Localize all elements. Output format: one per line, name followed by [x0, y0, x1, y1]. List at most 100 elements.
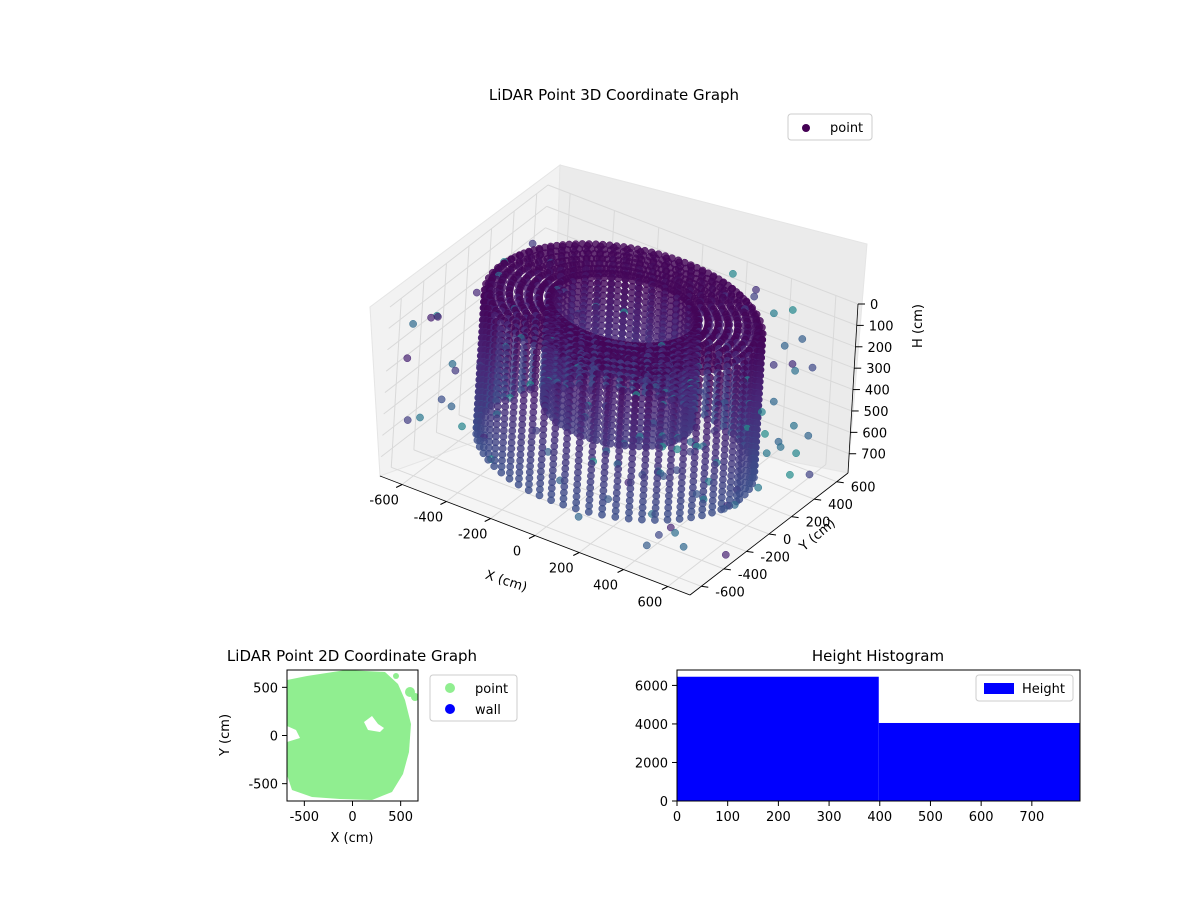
plot-3d: LiDAR Point 3D Coordinate Graph -600 -400…: [369, 86, 926, 611]
point-3d: [505, 474, 514, 483]
grid-line-y: [391, 466, 702, 587]
point-3d: [409, 320, 417, 328]
tick-label-x-3d: -200: [458, 528, 488, 543]
point-3d: [671, 528, 679, 537]
tick-label-y-2d: -500: [248, 778, 278, 793]
tick-label-x-hist: 600: [969, 810, 994, 825]
point-3d: [675, 515, 684, 523]
point-3d: [769, 361, 778, 369]
legend-marker-point-2d: [445, 683, 455, 693]
tick-label-y-hist: 6000: [635, 679, 668, 694]
point-3d: [673, 445, 682, 454]
scatter-2d-area: [287, 670, 418, 801]
point-3d: [524, 486, 533, 495]
tick-label-z-3d: 0: [870, 298, 878, 313]
point-3d: [745, 485, 753, 494]
title-2d: LiDAR Point 2D Coordinate Graph: [227, 647, 477, 665]
tick-label-y-3d: 200: [806, 516, 831, 531]
legend-3d: point: [787, 113, 873, 141]
title-3d: LiDAR Point 3D Coordinate Graph: [489, 86, 739, 104]
grid-line-z: [387, 227, 546, 351]
grid-line-y-wall: [435, 263, 447, 433]
point-2d-outlier: [393, 673, 399, 679]
point-3d: [758, 408, 766, 416]
tick-label-y-hist: 4000: [635, 718, 668, 733]
point-3d: [434, 312, 442, 321]
point-3d: [679, 542, 688, 551]
tick-mark-x-3d: [661, 586, 669, 590]
point-3d: [762, 449, 771, 458]
point-3d: [655, 531, 663, 539]
tick-mark-x-3d: [528, 535, 536, 539]
point-3d: [786, 470, 794, 479]
legend-label-point-2d: point: [475, 682, 508, 697]
point-3d: [750, 292, 759, 301]
point-3d: [497, 468, 506, 477]
tick-label-x-hist: 100: [715, 810, 740, 825]
histogram-bars: [677, 676, 1080, 801]
point-3d: [490, 462, 499, 471]
tick-label-z-3d: 200: [867, 341, 892, 356]
tick-mark-x-3d: [617, 569, 624, 573]
point-3d: [571, 504, 580, 513]
tick-label-x-2d: 0: [348, 810, 356, 825]
point-3d: [791, 366, 799, 375]
point-3d: [708, 508, 716, 517]
point-3d: [776, 443, 785, 451]
histogram-bar: [677, 676, 879, 801]
tick-mark-y-3d: [746, 550, 754, 553]
point-3d: [798, 335, 807, 343]
tick-label-x-3d: -400: [414, 511, 444, 526]
ticks-histogram: 0 100 200 300 400 500 600 700 0 2000 4000 6000: [635, 679, 1044, 825]
tick-label-x-3d: 0: [513, 545, 521, 560]
tick-label-y-3d: 400: [828, 498, 853, 513]
point-3d: [792, 449, 800, 458]
point-3d: [624, 514, 633, 523]
legend-histogram: Height: [975, 674, 1074, 702]
point-3d: [651, 516, 659, 524]
tick-label-x-3d: 600: [637, 596, 662, 611]
gap-2d: [364, 716, 384, 732]
point-3d: [472, 288, 481, 297]
point-3d: [687, 513, 695, 522]
grid-line-y-wall: [390, 298, 402, 468]
point-3d: [740, 490, 749, 499]
point-2d-outlier: [411, 693, 418, 701]
point-3d: [769, 397, 778, 406]
legend-label-height: Height: [1022, 682, 1065, 697]
point-3d: [638, 515, 646, 524]
point-3d: [598, 510, 606, 519]
point-3d: [484, 455, 493, 464]
ticks-3d: -600 -400 -200 0 200 400 600 -600 -400 -200 0 200 40…: [369, 298, 893, 611]
tick-label-y-3d: -600: [715, 585, 745, 600]
point-cloud-2d: [287, 670, 411, 800]
tick-label-y-hist: 0: [660, 795, 668, 810]
gap-2d: [287, 726, 300, 742]
axes-histogram-frame: [676, 669, 1081, 802]
tick-label-z-3d: 500: [864, 405, 889, 420]
tick-label-z-3d: 300: [866, 362, 891, 377]
point-3d: [788, 306, 797, 314]
point-3d: [788, 360, 797, 368]
grid-line-y-wall: [413, 280, 425, 450]
tick-mark-y-3d: [791, 516, 799, 519]
histogram-bar: [878, 722, 1080, 801]
tick-label-x-hist: 200: [766, 810, 791, 825]
point-3d: [642, 541, 651, 550]
tick-label-y-hist: 2000: [635, 756, 668, 771]
grid-line-z: [388, 205, 548, 329]
tick-label-x-2d: -500: [290, 810, 320, 825]
tick-mark-x-3d: [440, 501, 447, 505]
point-3d: [790, 421, 798, 430]
tick-label-z-3d: 400: [865, 384, 890, 399]
z-axis-line-3d: [847, 303, 859, 474]
point-3d: [729, 269, 737, 278]
point-3d: [592, 436, 601, 445]
point-3d: [532, 426, 541, 435]
point-3d: [770, 309, 778, 318]
point-3d: [621, 441, 629, 450]
legend-marker-point-3d: [802, 124, 810, 132]
point-3d: [447, 402, 456, 411]
point-3d: [752, 285, 760, 294]
point-3d: [611, 513, 620, 521]
